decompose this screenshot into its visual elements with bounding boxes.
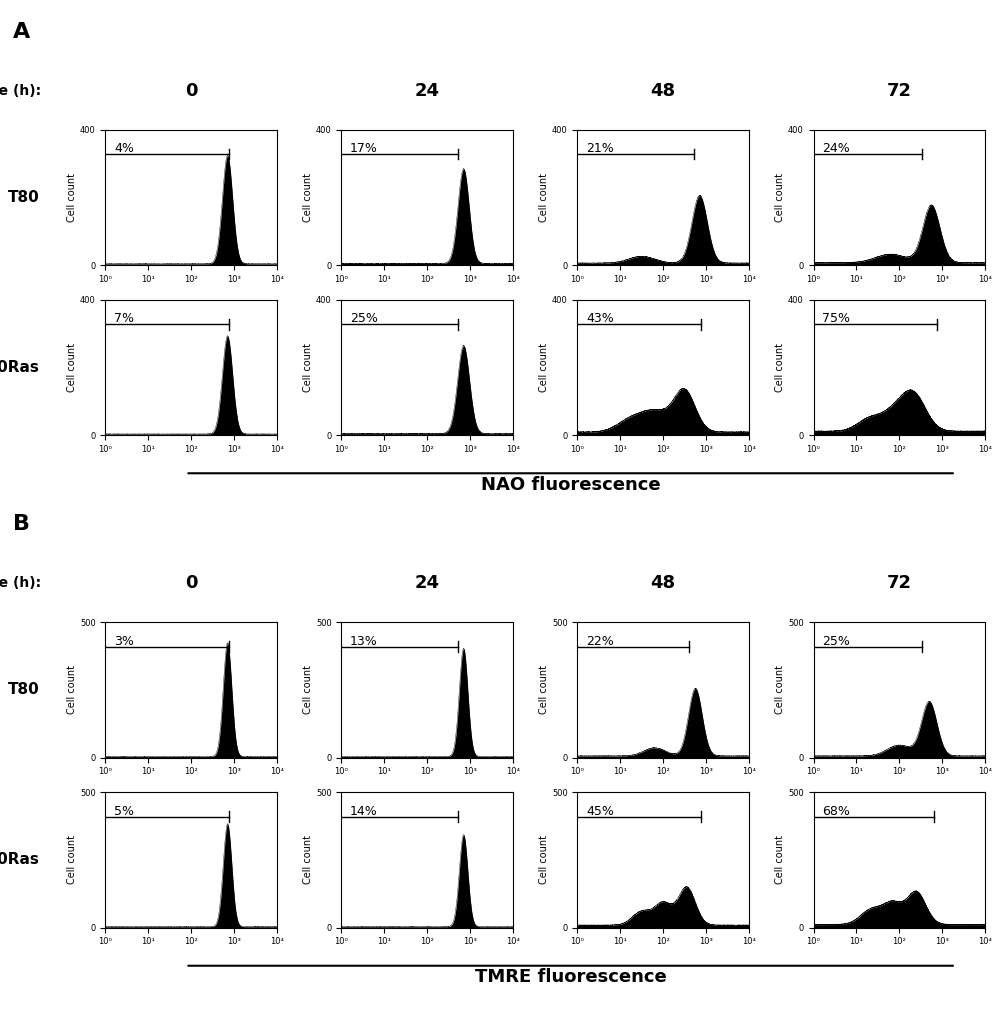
Text: 25%: 25% bbox=[350, 313, 378, 325]
Text: 14%: 14% bbox=[350, 805, 378, 817]
Text: TMRE fluorescence: TMRE fluorescence bbox=[474, 968, 666, 986]
Text: Time (h):: Time (h): bbox=[0, 576, 41, 590]
Text: 72: 72 bbox=[886, 82, 911, 100]
Text: 48: 48 bbox=[650, 82, 675, 100]
Text: 4%: 4% bbox=[114, 142, 133, 155]
Text: 0: 0 bbox=[185, 574, 197, 592]
Text: 5%: 5% bbox=[114, 805, 134, 817]
Y-axis label: Cell count: Cell count bbox=[303, 173, 313, 222]
Text: 48: 48 bbox=[650, 574, 675, 592]
Text: A: A bbox=[13, 21, 30, 41]
Y-axis label: Cell count: Cell count bbox=[774, 173, 784, 222]
Text: 21%: 21% bbox=[585, 142, 613, 155]
Text: T80: T80 bbox=[8, 682, 39, 697]
Text: 24%: 24% bbox=[821, 142, 849, 155]
Text: 7%: 7% bbox=[114, 313, 134, 325]
Text: T80: T80 bbox=[8, 190, 39, 205]
Y-axis label: Cell count: Cell count bbox=[774, 343, 784, 393]
Text: NAO fluorescence: NAO fluorescence bbox=[480, 475, 660, 493]
Text: 24: 24 bbox=[414, 82, 439, 100]
Y-axis label: Cell count: Cell count bbox=[539, 835, 549, 885]
Text: 25%: 25% bbox=[821, 635, 849, 648]
Text: 17%: 17% bbox=[350, 142, 378, 155]
Text: Time (h):: Time (h): bbox=[0, 84, 41, 98]
Y-axis label: Cell count: Cell count bbox=[303, 665, 313, 714]
Text: 43%: 43% bbox=[585, 313, 613, 325]
Text: T80Ras: T80Ras bbox=[0, 360, 39, 375]
Text: T80Ras: T80Ras bbox=[0, 853, 39, 868]
Text: 72: 72 bbox=[886, 574, 911, 592]
Y-axis label: Cell count: Cell count bbox=[774, 835, 784, 885]
Text: 22%: 22% bbox=[585, 635, 613, 648]
Text: 0: 0 bbox=[185, 82, 197, 100]
Y-axis label: Cell count: Cell count bbox=[67, 343, 77, 393]
Text: 68%: 68% bbox=[821, 805, 849, 817]
Y-axis label: Cell count: Cell count bbox=[539, 173, 549, 222]
Text: 13%: 13% bbox=[350, 635, 378, 648]
Y-axis label: Cell count: Cell count bbox=[303, 343, 313, 393]
Text: 3%: 3% bbox=[114, 635, 133, 648]
Y-axis label: Cell count: Cell count bbox=[303, 835, 313, 885]
Y-axis label: Cell count: Cell count bbox=[67, 665, 77, 714]
Text: 24: 24 bbox=[414, 574, 439, 592]
Text: B: B bbox=[13, 515, 30, 534]
Text: 45%: 45% bbox=[585, 805, 613, 817]
Y-axis label: Cell count: Cell count bbox=[774, 665, 784, 714]
Y-axis label: Cell count: Cell count bbox=[539, 665, 549, 714]
Y-axis label: Cell count: Cell count bbox=[539, 343, 549, 393]
Y-axis label: Cell count: Cell count bbox=[67, 173, 77, 222]
Y-axis label: Cell count: Cell count bbox=[67, 835, 77, 885]
Text: 75%: 75% bbox=[821, 313, 849, 325]
